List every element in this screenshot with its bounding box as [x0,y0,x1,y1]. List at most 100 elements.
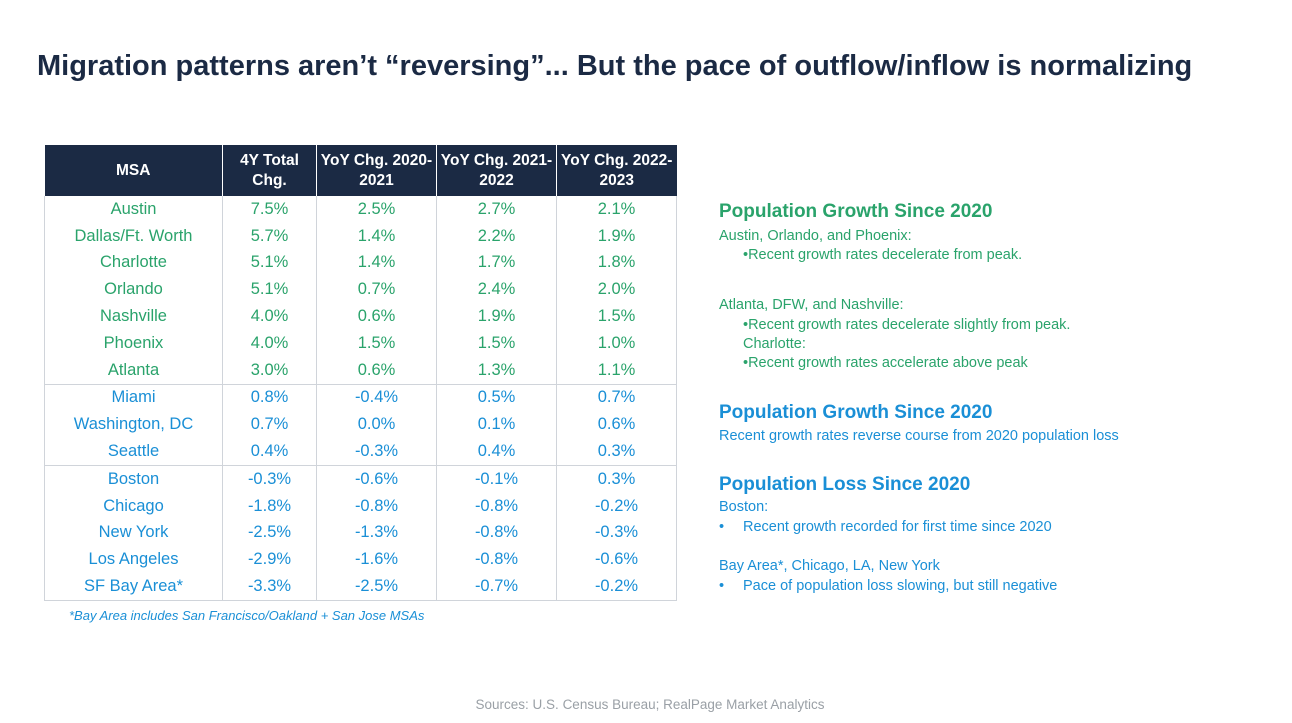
table-row: Chicago -1.8% -0.8% -0.8% -0.2% [44,492,677,520]
table-row: Los Angeles -2.9% -1.6% -0.8% -0.6% [44,546,677,574]
table-row: Orlando 5.1% 0.7% 2.4% 2.0% [44,276,677,304]
value-cell: -0.4% [316,383,437,412]
value-cell: -0.1% [436,464,557,493]
commentary-line: Pace of population loss slowing, but sti… [743,578,1058,594]
msa-cell: Washington, DC [44,411,223,439]
source-note: Sources: U.S. Census Bureau; RealPage Ma… [475,697,825,712]
table-row: Phoenix 4.0% 1.5% 1.5% 1.0% [44,329,677,357]
bullet-icon: • [719,519,725,535]
value-cell: 0.6% [556,411,677,439]
commentary-line: Charlotte: [743,336,806,352]
value-cell: 1.0% [556,329,677,357]
value-cell: 0.4% [436,438,557,466]
value-cell: -0.8% [316,492,437,520]
value-cell: -0.8% [436,492,557,520]
msa-cell: Phoenix [44,329,223,357]
msa-cell: New York [44,519,223,547]
section-heading-growth-green: Population Growth Since 2020 [719,201,993,222]
value-cell: -2.5% [222,519,317,547]
msa-cell: Chicago [44,492,223,520]
value-cell: -3.3% [222,573,317,601]
commentary-line: Bay Area*, Chicago, LA, New York [719,558,940,574]
value-cell: 2.1% [556,196,677,223]
value-cell: 0.3% [556,438,677,466]
header-yoy-2021-2022: YoY Chg. 2021-2022 [436,145,557,196]
value-cell: 2.5% [316,196,437,223]
value-cell: 0.7% [556,383,677,412]
value-cell: 1.1% [556,356,677,385]
page-title: Migration patterns aren’t “reversing”...… [37,50,1193,82]
commentary-line: Recent growth rates reverse course from … [719,428,1119,444]
value-cell: 0.5% [436,383,557,412]
table-row: Washington, DC 0.7% 0.0% 0.1% 0.6% [44,411,677,439]
table-row: New York -2.5% -1.3% -0.8% -0.3% [44,519,677,547]
section-heading-growth-blue: Population Growth Since 2020 [719,402,993,423]
table-row: Nashville 4.0% 0.6% 1.9% 1.5% [44,303,677,330]
value-cell: 1.4% [316,222,437,250]
msa-cell: Dallas/Ft. Worth [44,222,223,250]
table-row: Charlotte 5.1% 1.4% 1.7% 1.8% [44,249,677,277]
table-row: Boston -0.3% -0.6% -0.1% 0.3% [44,464,677,493]
value-cell: -1.8% [222,492,317,520]
value-cell: -0.8% [436,546,557,574]
bullet-icon: • [719,578,725,594]
msa-cell: Orlando [44,276,223,304]
value-cell: -2.5% [316,573,437,601]
value-cell: 2.7% [436,196,557,223]
value-cell: 1.4% [316,249,437,277]
value-cell: -1.6% [316,546,437,574]
commentary-line: Atlanta, DFW, and Nashville: [719,297,904,313]
msa-cell: Austin [44,196,223,223]
value-cell: 7.5% [222,196,317,223]
value-cell: 0.0% [316,411,437,439]
msa-cell: SF Bay Area* [44,573,223,601]
value-cell: -0.6% [556,546,677,574]
table-footnote: *Bay Area includes San Francisco/Oakland… [69,608,425,623]
value-cell: 1.7% [436,249,557,277]
value-cell: 1.3% [436,356,557,385]
value-cell: 1.5% [316,329,437,357]
value-cell: 1.9% [556,222,677,250]
value-cell: -0.3% [316,438,437,466]
value-cell: -1.3% [316,519,437,547]
value-cell: 2.2% [436,222,557,250]
value-cell: 5.1% [222,249,317,277]
value-cell: -0.7% [436,573,557,601]
value-cell: 4.0% [222,329,317,357]
table-header-row: MSA 4Y Total Chg. YoY Chg. 2020-2021 YoY… [44,145,677,196]
commentary-line: Boston: [719,499,769,515]
section-heading-loss: Population Loss Since 2020 [719,474,971,495]
table-row: Seattle 0.4% -0.3% 0.4% 0.3% [44,438,677,466]
msa-cell: Seattle [44,438,223,466]
value-cell: 0.8% [222,383,317,412]
value-cell: 0.7% [316,276,437,304]
msa-cell: Charlotte [44,249,223,277]
value-cell: 0.1% [436,411,557,439]
value-cell: -0.3% [222,464,317,493]
msa-cell: Los Angeles [44,546,223,574]
value-cell: 5.7% [222,222,317,250]
value-cell: -0.2% [556,573,677,601]
commentary-line: •Recent growth rates decelerate slightly… [743,317,1071,333]
commentary-line: Austin, Orlando, and Phoenix: [719,228,912,244]
value-cell: 1.8% [556,249,677,277]
value-cell: 0.7% [222,411,317,439]
value-cell: -0.2% [556,492,677,520]
value-cell: 3.0% [222,356,317,385]
msa-cell: Boston [44,464,223,493]
header-yoy-2022-2023: YoY Chg. 2022-2023 [556,145,677,196]
header-msa: MSA [44,145,223,196]
table-row: Austin 7.5% 2.5% 2.7% 2.1% [44,196,677,223]
header-4y-total: 4Y Total Chg. [222,145,317,196]
table-row: Miami 0.8% -0.4% 0.5% 0.7% [44,383,677,412]
value-cell: 0.6% [316,303,437,330]
value-cell: 1.5% [436,329,557,357]
value-cell: 0.3% [556,464,677,493]
msa-cell: Miami [44,383,223,412]
commentary-line: •Recent growth rates decelerate from pea… [743,247,1023,263]
value-cell: -0.6% [316,464,437,493]
msa-cell: Atlanta [44,356,223,385]
value-cell: -2.9% [222,546,317,574]
table-row: Dallas/Ft. Worth 5.7% 1.4% 2.2% 1.9% [44,222,677,250]
commentary-line: Recent growth recorded for first time si… [743,519,1052,535]
